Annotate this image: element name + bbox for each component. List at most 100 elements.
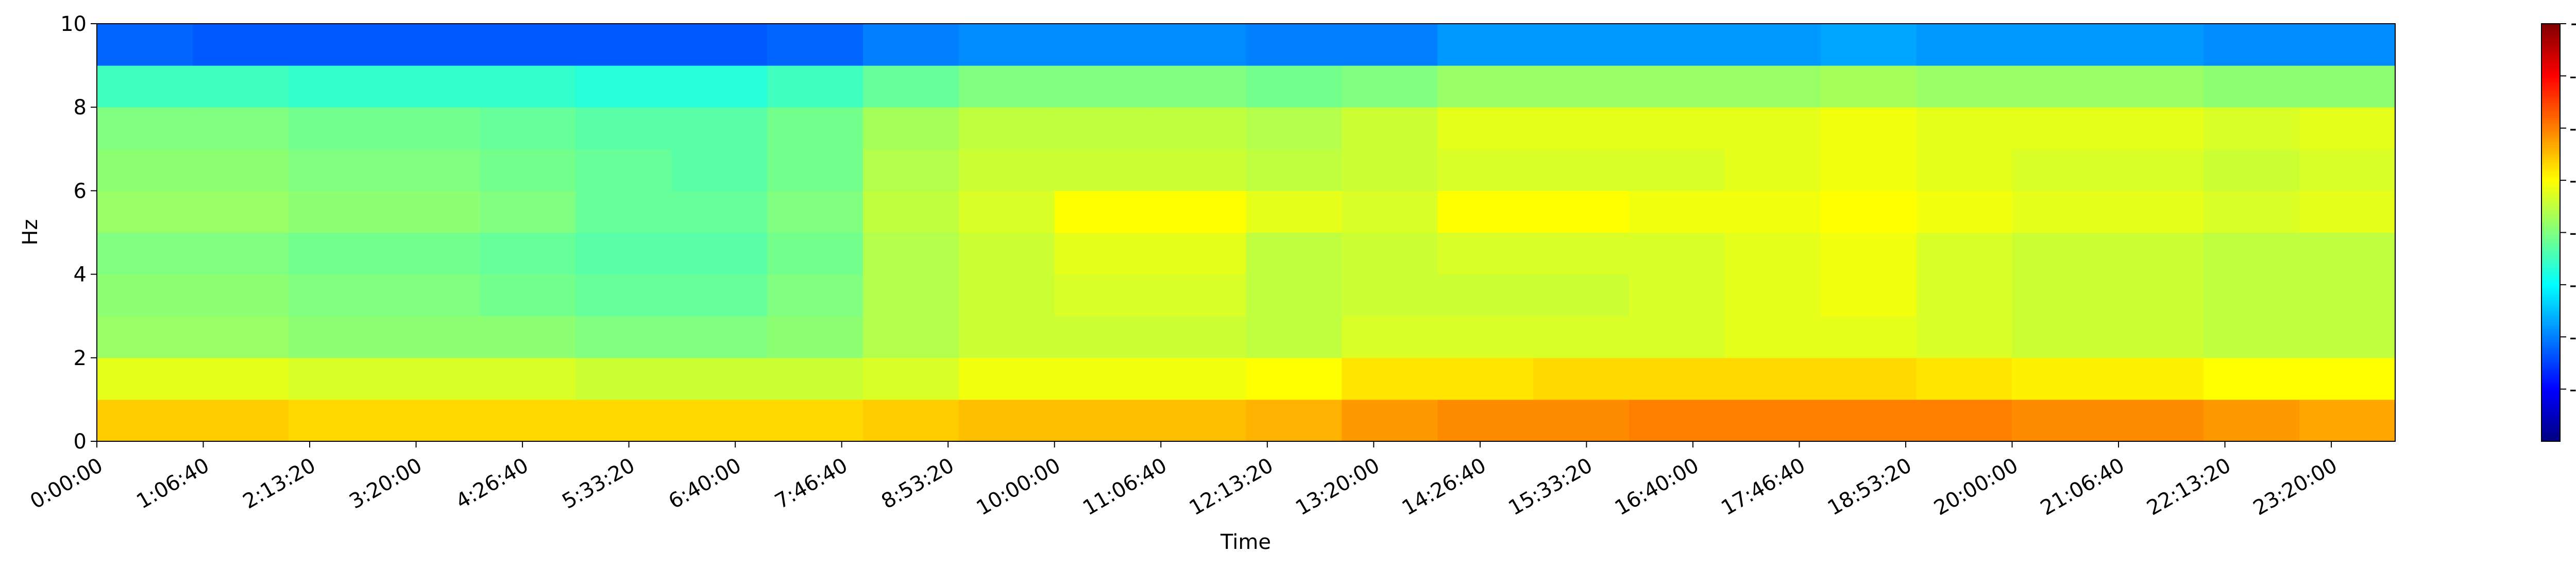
heatmap-cell — [1533, 107, 1630, 149]
heatmap-cell — [1916, 149, 2012, 191]
colorbar-swatch — [2541, 86, 2560, 89]
colorbar-swatch — [2541, 387, 2560, 390]
heatmap-cell — [2299, 399, 2396, 442]
colorbar-swatch — [2541, 109, 2560, 112]
heatmap-cell — [575, 399, 672, 442]
colorbar-swatch — [2541, 26, 2560, 28]
heatmap-cell — [1437, 274, 1534, 317]
heatmap-cell — [2108, 357, 2204, 400]
heatmap-cell — [97, 357, 193, 400]
y-tick-label: 10 — [60, 12, 87, 36]
heatmap-cell — [1629, 149, 1725, 191]
heatmap-cell — [2299, 357, 2396, 400]
colorbar-swatch — [2541, 167, 2560, 170]
colorbar-tick-label: -30 dB — [2569, 169, 2576, 193]
heatmap-cell — [575, 357, 672, 400]
colorbar-swatch — [2541, 249, 2560, 252]
colorbar-swatch — [2541, 63, 2560, 66]
heatmap-cell — [192, 274, 289, 317]
heatmap-cell — [671, 316, 768, 358]
colorbar-swatch — [2541, 88, 2560, 91]
colorbar-swatch — [2541, 391, 2560, 394]
colorbar-swatch — [2541, 253, 2560, 256]
heatmap-cell — [958, 149, 1055, 191]
heatmap-cell — [2108, 316, 2204, 358]
colorbar-swatch — [2541, 188, 2560, 191]
heatmap-cell — [2108, 149, 2204, 191]
heatmap-cell — [1724, 232, 1821, 275]
colorbar-swatch — [2541, 199, 2560, 202]
heatmap-cell — [288, 357, 385, 400]
heatmap-cell — [1246, 191, 1342, 233]
colorbar-swatch — [2541, 226, 2560, 229]
heatmap-cell — [480, 191, 576, 233]
colorbar-swatch — [2541, 418, 2560, 421]
heatmap-cell — [958, 232, 1055, 275]
heatmap-cell — [1533, 191, 1630, 233]
colorbar-swatch — [2541, 274, 2560, 277]
colorbar-swatch — [2541, 406, 2560, 408]
heatmap-cell — [192, 65, 289, 108]
colorbar-swatch — [2541, 157, 2560, 160]
colorbar-swatch — [2541, 437, 2560, 440]
colorbar-swatch — [2541, 207, 2560, 210]
colorbar-swatch — [2541, 314, 2560, 317]
colorbar-swatch — [2541, 299, 2560, 302]
colorbar-swatch — [2541, 389, 2560, 392]
heatmap-cell — [2204, 191, 2300, 233]
colorbar-swatch — [2541, 184, 2560, 187]
colorbar-swatch — [2541, 218, 2560, 220]
heatmap-cell — [958, 191, 1055, 233]
colorbar-swatch — [2541, 191, 2560, 193]
x-tick-label: 8:53:20 — [877, 454, 958, 514]
x-tick-label: 20:00:00 — [1930, 454, 2022, 521]
colorbar-swatch — [2541, 59, 2560, 62]
colorbar-swatch — [2541, 165, 2560, 168]
colorbar-swatch — [2541, 57, 2560, 60]
heatmap-cell — [192, 357, 289, 400]
colorbar-swatch — [2541, 347, 2560, 350]
heatmap-cell — [1437, 357, 1534, 400]
heatmap-cell — [1246, 24, 1342, 66]
heatmap-cell — [575, 149, 672, 191]
heatmap-cell — [192, 24, 289, 66]
colorbar-swatch — [2541, 272, 2560, 275]
colorbar-swatch — [2541, 134, 2560, 137]
heatmap-cell — [1533, 316, 1630, 358]
heatmap-cell — [671, 191, 768, 233]
heatmap-cell — [958, 357, 1055, 400]
heatmap-cell — [575, 65, 672, 108]
heatmap-cell — [2012, 191, 2108, 233]
heatmap-cell — [97, 316, 193, 358]
heatmap-cell — [1054, 24, 1151, 66]
colorbar-swatch — [2541, 72, 2560, 74]
colorbar-swatch — [2541, 309, 2560, 313]
colorbar-swatch — [2541, 178, 2560, 181]
colorbar-swatch — [2541, 345, 2560, 348]
heatmap-cell — [288, 65, 385, 108]
colorbar-swatch — [2541, 136, 2560, 139]
colorbar-swatch — [2541, 297, 2560, 300]
heatmap-cell — [1916, 107, 2012, 149]
heatmap-cell — [1150, 191, 1246, 233]
heatmap-cell — [1342, 274, 1438, 317]
x-tick-label: 4:26:40 — [452, 454, 533, 514]
colorbar-swatch — [2541, 230, 2560, 233]
colorbar-swatch — [2541, 232, 2560, 235]
colorbar-swatch — [2541, 303, 2560, 306]
x-axis-label: Time — [1220, 530, 1271, 554]
heatmap-cell — [1246, 357, 1342, 400]
heatmap-cell — [2204, 232, 2300, 275]
colorbar-swatch — [2541, 115, 2560, 118]
colorbar-swatch — [2541, 151, 2560, 153]
colorbar-swatch — [2541, 381, 2560, 383]
heatmap-cell — [480, 316, 576, 358]
heatmap-cell — [2012, 232, 2108, 275]
heatmap-cell — [384, 65, 480, 108]
heatmap-cell — [97, 24, 193, 66]
colorbar-swatch — [2541, 266, 2560, 268]
heatmap-cell — [97, 149, 193, 191]
colorbar-swatch — [2541, 220, 2560, 222]
heatmap-cell — [958, 316, 1055, 358]
heatmap-cell — [1916, 399, 2012, 442]
